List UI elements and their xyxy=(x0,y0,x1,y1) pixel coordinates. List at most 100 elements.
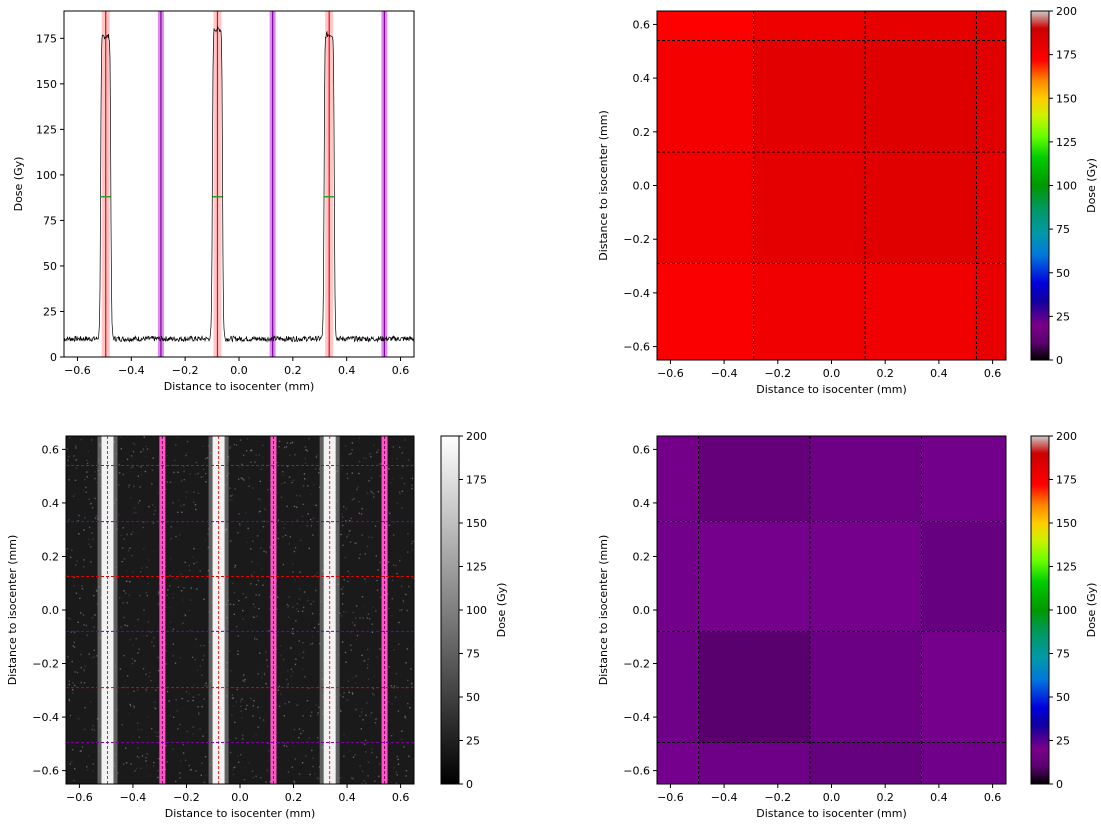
noise-speck xyxy=(369,453,371,455)
noise-speck xyxy=(122,602,124,604)
noise-speck xyxy=(146,635,148,637)
noise-speck xyxy=(352,621,354,624)
magenta-band xyxy=(270,436,277,784)
noise-speck xyxy=(315,504,317,507)
noise-speck xyxy=(269,781,271,783)
colorbar-tick-label: 50 xyxy=(466,691,480,704)
noise-speck xyxy=(356,634,359,637)
noise-speck xyxy=(198,713,200,716)
noise-speck xyxy=(343,579,345,581)
heatmap-cell xyxy=(753,11,866,41)
noise-speck xyxy=(158,603,160,605)
noise-speck xyxy=(205,481,207,483)
noise-speck xyxy=(295,658,297,660)
noise-speck xyxy=(278,685,281,687)
noise-speck xyxy=(131,658,133,660)
heatmap-cell xyxy=(753,263,866,360)
noise-speck xyxy=(348,530,351,532)
noise-speck xyxy=(411,682,413,685)
noise-speck xyxy=(348,453,350,456)
noise-speck xyxy=(254,606,256,608)
noise-speck xyxy=(94,497,96,500)
noise-speck xyxy=(132,644,134,646)
noise-speck xyxy=(356,488,358,491)
noise-speck xyxy=(366,702,368,704)
noise-speck xyxy=(154,731,156,733)
noise-speck xyxy=(154,701,156,703)
noise-speck xyxy=(396,502,399,504)
noise-speck xyxy=(137,618,139,621)
noise-speck xyxy=(146,594,148,597)
noise-speck xyxy=(157,731,159,734)
noise-speck xyxy=(349,529,352,532)
noise-speck xyxy=(166,594,168,596)
noise-speck xyxy=(360,728,363,730)
noise-speck xyxy=(283,446,286,449)
noise-speck xyxy=(245,708,247,710)
noise-speck xyxy=(157,776,159,779)
noise-speck xyxy=(345,661,347,663)
noise-speck xyxy=(155,689,157,691)
noise-speck xyxy=(365,581,367,583)
magenta-band xyxy=(381,436,388,784)
noise-speck xyxy=(132,451,135,453)
noise-speck xyxy=(347,680,349,682)
noise-speck xyxy=(375,718,378,720)
noise-speck xyxy=(129,547,131,549)
noise-speck xyxy=(357,486,359,488)
noise-speck xyxy=(228,472,230,475)
noise-speck xyxy=(200,774,202,776)
noise-speck xyxy=(158,758,160,760)
heatmap-cell xyxy=(810,742,922,784)
x-tick-label: −0.6 xyxy=(66,791,93,804)
noise-speck xyxy=(135,767,138,770)
noise-speck xyxy=(265,551,267,553)
noise-speck xyxy=(189,599,192,601)
x-tick-label: 0.4 xyxy=(338,791,356,804)
noise-speck xyxy=(342,696,344,698)
noise-speck xyxy=(134,625,136,627)
noise-speck xyxy=(303,473,306,475)
noise-speck xyxy=(247,527,249,530)
noise-speck xyxy=(259,480,261,483)
noise-speck xyxy=(134,770,136,772)
noise-speck xyxy=(197,706,199,708)
noise-speck xyxy=(289,442,292,444)
noise-speck xyxy=(293,728,296,731)
noise-speck xyxy=(86,769,89,771)
noise-speck xyxy=(363,743,366,745)
noise-speck xyxy=(146,448,149,450)
noise-speck xyxy=(205,574,208,576)
noise-speck xyxy=(262,584,264,586)
noise-speck xyxy=(399,576,401,578)
noise-speck xyxy=(157,770,159,772)
noise-speck xyxy=(133,485,135,488)
noise-speck xyxy=(264,508,266,511)
noise-speck xyxy=(201,762,203,764)
noise-speck xyxy=(88,755,90,757)
noise-speck xyxy=(238,523,241,525)
noise-speck xyxy=(380,463,382,465)
noise-speck xyxy=(130,705,132,707)
noise-speck xyxy=(379,648,381,650)
noise-speck xyxy=(346,477,349,480)
noise-speck xyxy=(266,769,268,771)
noise-speck xyxy=(277,596,279,598)
noise-speck xyxy=(410,668,412,670)
noise-speck xyxy=(193,684,195,686)
noise-speck xyxy=(205,457,207,460)
noise-speck xyxy=(206,685,208,687)
noise-speck xyxy=(292,671,294,673)
x-tick-label: 0.6 xyxy=(984,367,1002,380)
noise-speck xyxy=(288,476,291,478)
heatmap-cell xyxy=(698,631,811,743)
noise-speck xyxy=(370,477,373,479)
noise-speck xyxy=(72,682,74,684)
noise-speck xyxy=(197,472,200,475)
noise-speck xyxy=(68,698,70,701)
noise-speck xyxy=(68,479,70,481)
noise-speck xyxy=(141,567,143,569)
noise-speck xyxy=(181,511,183,513)
noise-speck xyxy=(177,436,179,439)
noise-speck xyxy=(172,655,175,657)
